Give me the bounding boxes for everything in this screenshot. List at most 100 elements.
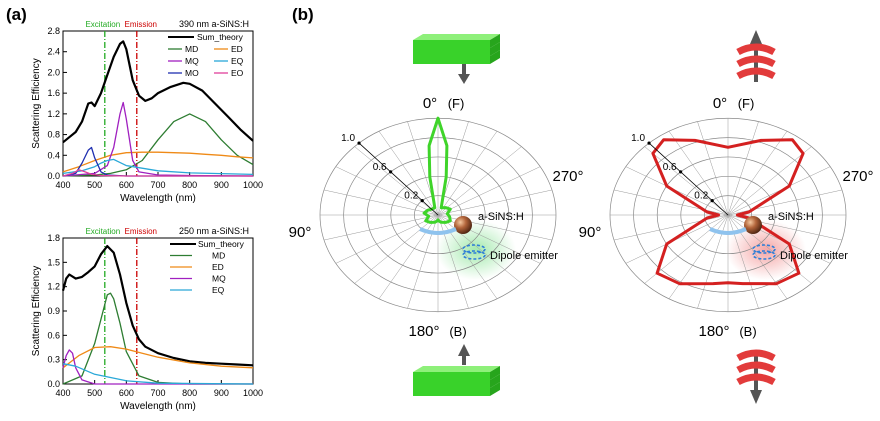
polar-spoke [378, 131, 439, 216]
dipole-label: Dipole emitter [780, 250, 848, 262]
green-stack-bottom-icon [413, 344, 500, 396]
x-tick-label: 800 [182, 388, 197, 398]
x-axis-label: Wavelength (nm) [120, 401, 196, 412]
series-line-eo [62, 169, 253, 177]
radial-axis [648, 142, 729, 216]
coupling-arrow [709, 227, 747, 235]
dipole-ring [462, 250, 486, 260]
angle-label-0: 0° [713, 95, 727, 112]
polar-plot-red: 0° (F) 90° 180° (B) 270° 1.0 0.6 0.2 a-SiNS:H Dipo… [579, 95, 874, 340]
angle-label-b: (B) [739, 324, 756, 339]
polar-spoke [437, 146, 522, 216]
legend-label: Sum_theory [197, 32, 244, 42]
series-line-md [62, 292, 253, 385]
angle-label-180: 180° [408, 323, 439, 340]
legend-label: ED [231, 44, 243, 54]
y-tick-label: 0.3 [47, 355, 60, 365]
x-tick-label: 500 [87, 180, 102, 190]
polar-spoke [323, 214, 439, 241]
legend-label: EO [231, 68, 244, 78]
chart-annotation: 390 nm a-SiNS:H [179, 19, 249, 29]
radial-label: 0.6 [373, 162, 387, 173]
particle-label: a-SiNS:H [478, 211, 524, 223]
radial-label: 0.2 [404, 191, 418, 202]
polar-spoke [323, 189, 439, 216]
x-tick-label: 800 [182, 180, 197, 190]
y-tick-label: 0.8 [47, 130, 60, 140]
series-line-md [62, 113, 254, 177]
angle-label-b: (B) [449, 324, 466, 339]
angle-label-f: (F) [738, 96, 755, 111]
x-axis-label: Wavelength (nm) [120, 193, 196, 204]
particle-label: a-SiNS:H [768, 211, 814, 223]
angle-label-0: 0° [423, 95, 437, 112]
chart-annotation: 250 nm a-SiNS:H [179, 226, 249, 236]
x-tick-label: 700 [150, 388, 165, 398]
series-line-sum_theory [62, 40, 254, 144]
angle-label-270: 270° [842, 168, 873, 185]
emission-label: Emission [125, 20, 157, 29]
polar-spoke [354, 214, 439, 284]
y-tick-label: 0.6 [47, 330, 60, 340]
y-tick-label: 2.0 [47, 67, 60, 77]
series-line-mq [62, 349, 253, 385]
legend-label: ED [212, 262, 224, 272]
dipole-ring [752, 250, 776, 260]
legend-label: Sum_theory [198, 239, 245, 249]
y-tick-label: 2.4 [47, 47, 60, 57]
polar-spoke [644, 146, 729, 216]
dipole-ring [752, 244, 776, 254]
y-tick-label: 0.0 [47, 171, 60, 181]
angle-label-270: 270° [552, 168, 583, 185]
radial-label: 0.2 [694, 191, 708, 202]
angle-label-180: 180° [698, 323, 729, 340]
y-axis-label: Scattering Efficiency [31, 266, 42, 356]
y-tick-label: 1.5 [47, 257, 60, 267]
x-tick-label: 600 [119, 180, 134, 190]
red-split-ring-bottom-icon [736, 349, 776, 404]
legend-label: MQ [212, 274, 226, 284]
angle-label-90: 90° [289, 224, 312, 241]
dipole-glow [726, 220, 806, 280]
series-line-eq [62, 363, 254, 385]
radial-label: 1.0 [341, 133, 355, 144]
legend-label: EQ [212, 285, 225, 295]
chart-390nm: 400 500 600 700 800 900 1000 0.0 0.4 0.8 1.2 1.6 2.0… [31, 19, 263, 204]
polar-spoke [727, 121, 759, 216]
polar-spoke [335, 166, 439, 216]
y-tick-label: 1.6 [47, 88, 60, 98]
y-tick-label: 0.9 [47, 306, 60, 316]
radial-axis [358, 142, 439, 216]
emission-label: Emission [125, 227, 157, 236]
radial-label: 0.6 [663, 162, 677, 173]
radiation-pattern [651, 138, 805, 286]
y-tick-label: 2.8 [47, 26, 60, 36]
series-line-mq [62, 101, 254, 177]
dipole-label: Dipole emitter [490, 250, 558, 262]
series-line-ed [62, 346, 254, 369]
panel-label-b: (b) [292, 5, 314, 24]
chart-250nm: 400 500 600 700 800 900 1000 0.0 0.3 0.6 0.9 1.2 1.5… [31, 226, 263, 412]
polar-spoke [437, 214, 498, 299]
series-line-eq [62, 158, 254, 176]
polar-spoke [354, 146, 439, 216]
polar-plot-green: 0° (F) 90° 180° (B) 270° 1.0 0.6 0.2 a-SiNS:H Dipo… [289, 95, 584, 340]
x-tick-label: 1000 [243, 180, 263, 190]
angle-label-90: 90° [579, 224, 602, 241]
legend-label: MD [212, 251, 225, 261]
series-line-ed [62, 151, 254, 173]
dipole-glow [436, 220, 516, 280]
legend-label: MO [185, 68, 199, 78]
polar-spoke [613, 214, 729, 241]
x-tick-label: 900 [214, 388, 229, 398]
coupling-arrow [419, 227, 457, 235]
y-tick-label: 0.4 [47, 150, 60, 160]
x-tick-label: 900 [214, 180, 229, 190]
polar-spoke [437, 166, 541, 216]
polar-spoke [407, 214, 439, 309]
polar-spoke [727, 131, 788, 216]
x-tick-label: 600 [119, 388, 134, 398]
polar-spoke [437, 131, 498, 216]
dipole-ring [462, 244, 486, 254]
